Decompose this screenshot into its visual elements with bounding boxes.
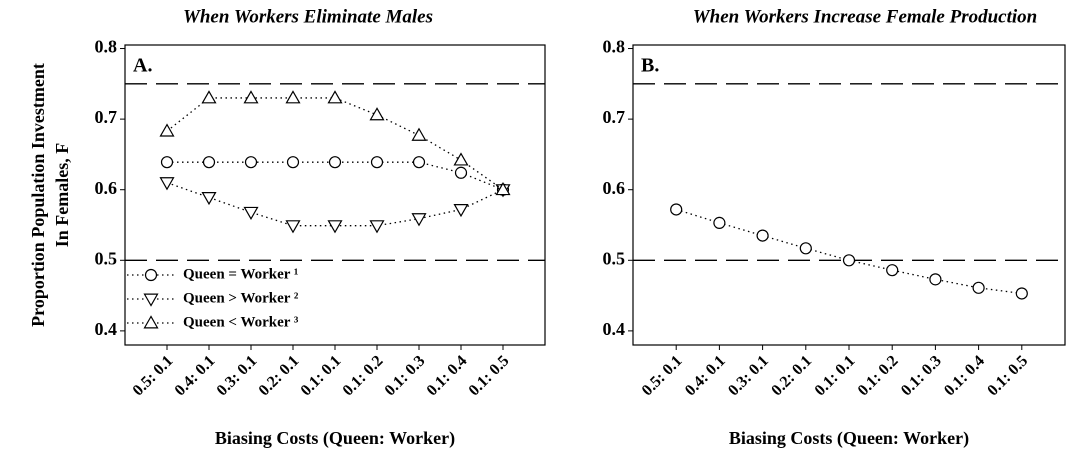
y-tick-label: 0.4 [95,319,118,339]
marker [244,156,258,169]
marker [369,220,385,234]
x-tick-label: 0.4: 0.1 [682,352,729,399]
marker [495,181,511,196]
marker [285,90,301,104]
x-tick-label: 0.3: 0.1 [214,352,261,399]
marker [713,216,726,229]
x-tick-label: 0.1: 0.4 [941,352,988,399]
x-tick-label: 0.1: 0.2 [855,352,902,399]
marker [670,203,683,216]
marker [411,213,427,227]
y-tick-label: 0.8 [95,37,118,57]
marker [243,90,259,104]
x-tick-label: 0.1: 0.1 [298,352,345,399]
marker [201,191,217,206]
series-line [167,161,504,191]
y-tick-label: 0.7 [95,107,118,127]
marker [327,220,343,234]
marker [160,156,174,169]
x-tick-label: 0.1: 0.5 [466,352,513,399]
y-tick-label: 0.8 [603,37,626,57]
y-tick-label: 0.6 [603,178,626,198]
marker [929,273,942,286]
marker [201,90,217,104]
marker [159,177,175,191]
marker [328,156,342,169]
marker [327,90,343,104]
y-tick-label: 0.5 [95,248,118,268]
marker [369,107,385,121]
legend-label: Queen = Worker ¹ [183,266,298,282]
marker [370,156,384,169]
marker [286,156,300,169]
x-tick-label: 0.2: 0.1 [768,352,815,399]
x-tick-label: 0.1: 0.4 [424,352,471,399]
marker [454,166,468,179]
x-tick-label: 0.5: 0.1 [130,352,177,399]
marker [202,156,216,169]
marker [453,152,469,166]
y-axis-label: Proportion Population Investment [28,63,48,327]
panel-label: A. [133,55,152,77]
x-tick-label: 0.2: 0.1 [256,352,303,399]
marker [799,242,812,255]
legend-label: Queen < Worker ³ [183,314,299,330]
marker [842,254,856,267]
x-tick-label: 0.1: 0.3 [898,352,945,399]
marker [243,206,259,221]
series-line [166,97,504,191]
panel-title: When Workers Eliminate Males [183,6,433,27]
series-line [166,182,504,227]
plot-frame [632,44,1066,346]
y-tick-label: 0.7 [603,107,626,127]
panel-title: When Workers Increase Female Production [693,6,1038,27]
marker [453,203,469,218]
y-tick-label: 0.5 [603,248,626,268]
x-tick-label: 0.1: 0.1 [812,352,859,399]
x-tick-label: 0.5: 0.1 [639,352,686,399]
marker [411,127,427,141]
marker [756,229,769,242]
marker [412,156,426,169]
y-axis-label: In Females, F [52,143,72,247]
x-tick-label: 0.4: 0.1 [172,352,219,399]
y-tick-label: 0.4 [603,319,626,339]
marker [972,281,985,294]
x-tick-label: 0.1: 0.2 [340,352,387,399]
x-axis-label: Biasing Costs (Queen: Worker) [215,428,455,449]
series-line [676,208,1022,295]
x-axis-label: Biasing Costs (Queen: Worker) [729,428,969,449]
marker [159,123,175,137]
x-tick-label: 0.1: 0.5 [984,352,1031,399]
y-tick-label: 0.6 [95,178,118,198]
marker [143,315,159,329]
marker [143,293,159,307]
panel-label: B. [641,55,659,77]
x-tick-label: 0.1: 0.3 [382,352,429,399]
marker [285,220,301,234]
legend-label: Queen > Worker ² [183,290,299,306]
marker [886,264,899,277]
x-tick-label: 0.3: 0.1 [725,352,772,399]
marker [1015,287,1028,300]
marker [144,268,158,282]
